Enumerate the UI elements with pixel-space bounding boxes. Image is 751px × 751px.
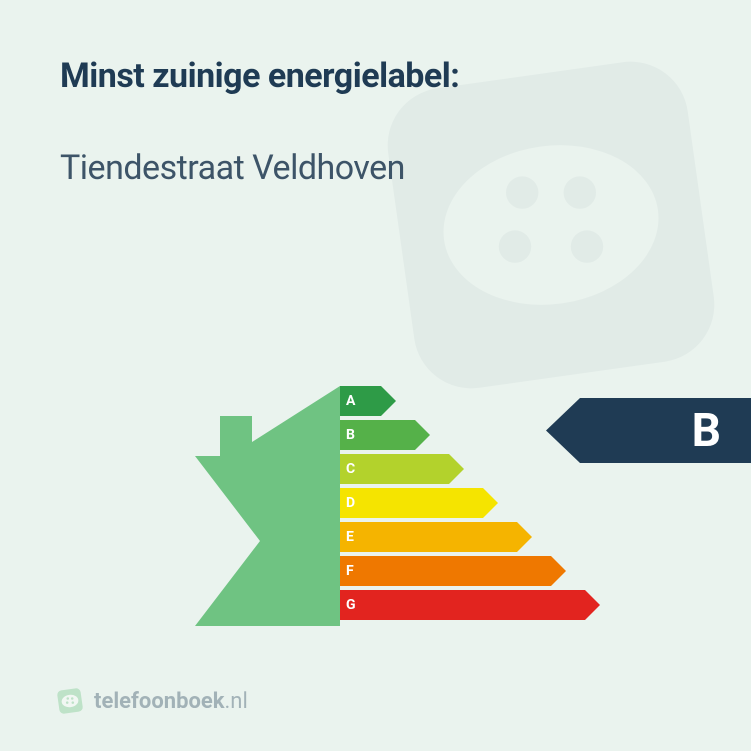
bar-shape xyxy=(340,454,464,484)
bar-label: A xyxy=(346,393,355,409)
house-icon xyxy=(170,386,340,626)
footer-brand-name: telefoonboek xyxy=(94,689,225,714)
result-letter: B xyxy=(692,404,721,458)
footer-text: telefoonboek.nl xyxy=(94,689,248,714)
bar-shape xyxy=(340,488,498,518)
card-content: Minst zuinige energielabel: Tiendestraat… xyxy=(0,0,751,751)
bar-shape xyxy=(340,522,532,552)
bar-shape xyxy=(340,590,600,620)
footer-brand: telefoonboek.nl xyxy=(56,687,248,715)
bar-label: G xyxy=(346,597,356,613)
energy-label-chart: A B C D E F G B xyxy=(0,380,751,640)
bar-label: B xyxy=(346,427,355,443)
footer-brand-tld: .nl xyxy=(225,689,248,714)
result-badge: B xyxy=(546,398,751,463)
page-title: Minst zuinige energielabel: xyxy=(60,56,691,96)
bar-label: E xyxy=(346,529,354,545)
address-subtitle: Tiendestraat Veldhoven xyxy=(60,148,691,188)
bar-shape xyxy=(340,556,566,586)
bar-label: D xyxy=(346,495,355,511)
bar-label: C xyxy=(346,461,355,477)
bar-label: F xyxy=(346,563,354,579)
footer-logo-icon xyxy=(56,687,84,715)
